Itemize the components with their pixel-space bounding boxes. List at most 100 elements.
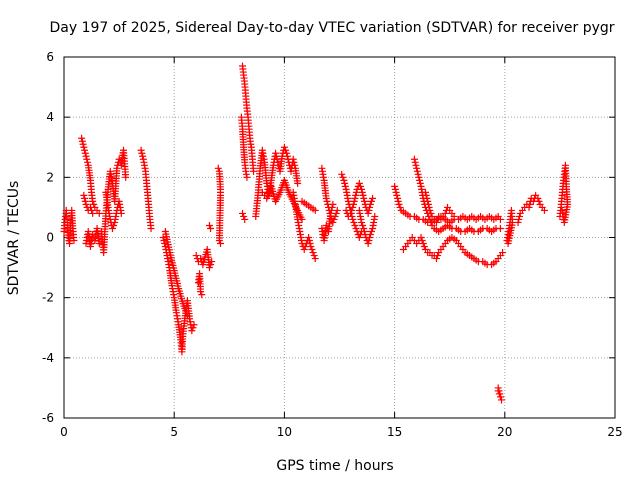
data-point [243, 173, 251, 181]
data-point [349, 215, 357, 223]
data-point [352, 191, 360, 199]
data-point [197, 255, 205, 263]
data-point [190, 321, 198, 329]
data-point [515, 212, 523, 220]
data-point [417, 234, 425, 241]
data-point [496, 390, 504, 398]
data-point [394, 197, 402, 205]
data-point [329, 200, 337, 208]
data-point [496, 224, 504, 232]
data-point [339, 173, 347, 181]
data-point [534, 194, 542, 202]
data-point [356, 182, 364, 190]
data-point [289, 155, 297, 163]
data-point [272, 149, 280, 157]
data-point [189, 324, 197, 332]
data-point [216, 240, 224, 248]
data-point [358, 185, 366, 193]
data-point [360, 224, 368, 232]
data-point [198, 291, 206, 299]
data-point [283, 149, 291, 157]
data-point [82, 200, 90, 208]
data-point [364, 240, 372, 248]
data-point [348, 206, 356, 214]
data-point [366, 203, 374, 211]
data-point [422, 191, 430, 199]
data-point [95, 240, 103, 248]
data-point [329, 218, 337, 226]
data-point [496, 215, 504, 223]
data-point [207, 261, 215, 269]
data-point [494, 384, 502, 392]
data-point [351, 221, 359, 229]
data-point [305, 237, 313, 245]
data-point [350, 197, 358, 205]
data-point [188, 327, 196, 335]
data-point [418, 237, 426, 245]
data-point [360, 227, 368, 235]
data-point [412, 161, 420, 169]
data-point [290, 158, 298, 166]
data-point [322, 194, 330, 202]
data-point [413, 167, 421, 175]
data-point [327, 209, 335, 217]
x-tick-label: 15 [387, 425, 402, 439]
data-point [432, 218, 440, 226]
data-point [138, 149, 146, 157]
data-point [309, 249, 317, 257]
data-point [427, 209, 435, 217]
data-point [540, 206, 548, 214]
data-point [215, 237, 223, 245]
data-point [367, 197, 375, 205]
data-point [280, 143, 288, 151]
data-point [70, 237, 78, 245]
data-point [394, 194, 402, 202]
data-point [424, 200, 432, 208]
data-point [441, 209, 449, 217]
data-point [283, 152, 291, 160]
data-point [305, 234, 313, 241]
data-point [358, 188, 366, 196]
data-point [366, 230, 374, 238]
data-point [81, 146, 89, 154]
chart-title: Day 197 of 2025, Sidereal Day-to-day VTE… [49, 20, 614, 36]
data-point [366, 234, 374, 241]
data-point [311, 206, 319, 214]
data-point [192, 252, 200, 260]
data-point [514, 218, 522, 226]
data-point [108, 224, 116, 232]
data-point [282, 146, 290, 154]
data-point [327, 206, 335, 214]
data-point [499, 249, 507, 257]
data-point [371, 212, 379, 220]
x-tick-label: 20 [497, 425, 512, 439]
data-point [338, 170, 346, 178]
data-point [432, 255, 440, 263]
data-point [81, 197, 89, 205]
data-point [78, 137, 86, 145]
data-point [425, 203, 433, 211]
data-point [323, 197, 331, 205]
data-point [300, 246, 308, 254]
y-tick-label: 6 [46, 50, 54, 64]
data-point [358, 218, 366, 226]
data-point [434, 252, 442, 260]
data-point [395, 200, 403, 208]
data-point [411, 158, 419, 166]
data-point [355, 179, 363, 187]
data-point [83, 155, 91, 163]
data-point [95, 209, 103, 217]
data-point [333, 206, 341, 214]
data-point [535, 197, 543, 205]
x-tick-label: 25 [607, 425, 622, 439]
y-axis-label: SDTVAR / TECUs [6, 181, 22, 296]
y-tick-label: 4 [46, 110, 54, 124]
data-point [117, 209, 125, 217]
data-point [90, 200, 98, 208]
y-tick-label: -4 [42, 351, 54, 365]
data-point [359, 191, 367, 199]
data-point [147, 224, 155, 232]
data-point [392, 188, 400, 196]
data-point [360, 194, 368, 202]
